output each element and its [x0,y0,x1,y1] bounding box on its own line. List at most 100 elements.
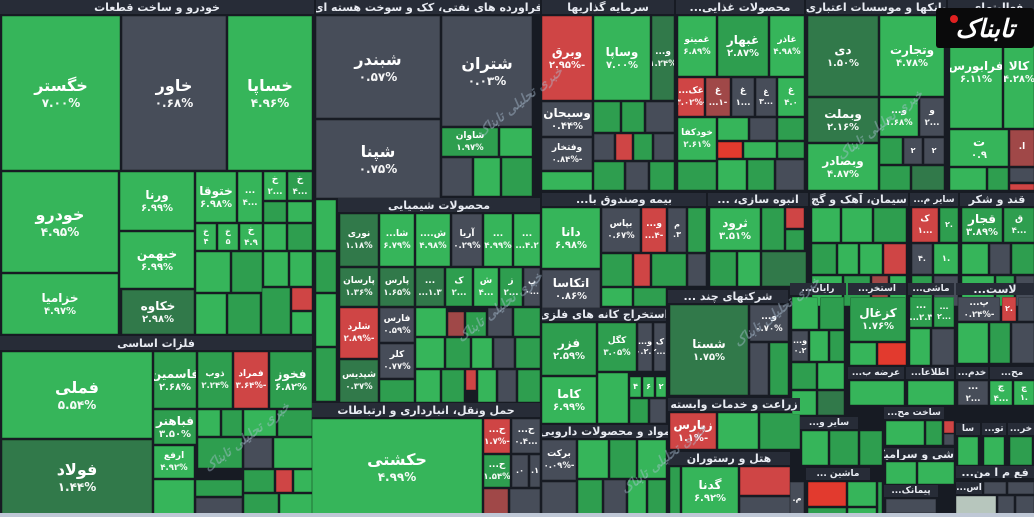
tile-pharma-5[interactable] [604,480,626,514]
tile-metals-22[interactable] [280,494,312,514]
tile-auto-20[interactable] [232,252,262,292]
tile-chem-6[interactable]: پارسان ۱.۳۶% [340,268,378,306]
tile-invest-15[interactable] [650,162,674,190]
sector-header-khar[interactable]: خر... [1008,423,1034,435]
tile-machinery-1[interactable]: ... ...۲ [934,297,954,327]
tile-chem-10[interactable]: ش ...۴ [474,268,498,306]
tile-banks-2[interactable]: وبصادر ۴.۸۷% [808,144,878,190]
tile-food-17[interactable] [748,160,774,190]
tile-pharma-4[interactable] [578,480,602,514]
tile-invest-14[interactable] [626,162,648,190]
tile-machines2-5[interactable] [878,482,882,515]
sector-header-ceramics[interactable]: کاشی و سرامیک [884,448,954,460]
tile-fin-activities-6[interactable] [1010,168,1034,182]
tile-metal-products-3[interactable] [944,434,954,445]
tile-food-2[interactable]: غاذر ۴.۹۸% [770,16,804,76]
tile-metals-16[interactable] [276,470,292,492]
tile-machines2-1[interactable] [808,482,846,506]
tile-multi-company-2[interactable] [750,343,768,395]
tile-food-3[interactable]: غک...-۳.۰۲% [678,78,704,116]
tile-oil-3[interactable]: شاوان ۱.۹۷% [442,128,498,156]
sector-header-as[interactable]: اس... [956,482,982,494]
tile-chem-8[interactable]: ... ۱.۳... [416,268,444,306]
tile-machinery-2[interactable] [910,329,930,365]
tile-sugar-0[interactable]: قجار ۳.۸۹% [962,208,1002,242]
tile-chem-20[interactable] [466,312,486,336]
sector-header-coal[interactable]: استخر... [848,283,906,295]
tile-machinery-0[interactable]: ... ۲.۳... [910,297,932,327]
tile-invest-9[interactable] [594,134,614,160]
tile-agriculture-2[interactable] [760,413,800,449]
tile-metals-19[interactable] [196,480,242,496]
tile-construction-6[interactable] [762,252,806,286]
tile-construction-1[interactable] [762,208,784,250]
tile-transport-3[interactable]: ح... ۱.۵۴% [484,455,510,487]
tile-auto-15[interactable] [264,224,286,250]
tile-insurance-4[interactable] [688,208,706,252]
tile-cement-6[interactable] [884,244,906,274]
tile-chem-11[interactable]: ز ...۲ [500,268,522,306]
tile-oil-4[interactable] [500,128,532,156]
tile-food-0[interactable]: غمینو ۶.۸۹% [678,16,716,76]
tile-metal-mining-3[interactable]: ک....۲ [654,323,666,371]
tile-fin-activities-4[interactable] [950,168,986,190]
tile-pharma-8[interactable] [542,482,576,514]
tile-auto-24[interactable] [228,294,260,334]
tile-oil-9[interactable] [316,252,336,292]
tile-rubber-2[interactable] [1018,297,1034,321]
tile-coal-0[interactable]: کزغال ۱.۷۶% [850,297,906,341]
tile-auto-2[interactable]: خساپا ۴.۹۶% [228,16,312,170]
tile-oil-0[interactable]: شبندر ۰.۵۷% [316,16,440,118]
tile-metal-products-0[interactable] [886,421,924,445]
tile-computer-5[interactable] [792,363,816,389]
tile-construction-4[interactable] [710,252,736,286]
tile-metals-12[interactable] [278,410,312,436]
tile-oil-5[interactable] [442,158,472,196]
tile-metals-21[interactable] [244,494,278,514]
tile-chem-18[interactable] [416,308,446,336]
tile-khar-0[interactable] [1010,437,1032,465]
sector-header-pharma[interactable]: مواد و محصولات دارویی [542,425,668,438]
tile-food-12[interactable] [778,118,804,140]
tile-banks-3[interactable]: وتجارت ۴.۷۸% [880,16,944,96]
tile-other-mines-0[interactable]: ک ...۱ [912,208,938,242]
tile-auto-7[interactable]: خ ...۲ [264,172,286,200]
tile-insurance-2[interactable]: و... -۴... [642,208,666,252]
sector-header-other-mines[interactable]: سایر م... [910,193,958,206]
sector-header-metal-products[interactable]: ساخت مح... [884,407,944,419]
tile-chem-32[interactable] [498,370,516,402]
tile-chem-26[interactable] [494,338,514,368]
tile-chem-2[interactable]: ش.... ۴.۹۸% [416,214,450,266]
tile-other-mines-3[interactable]: .۱ [934,244,958,274]
tile-food-16[interactable] [718,160,746,190]
tile-oil-10[interactable] [316,294,336,346]
tile-auto-9[interactable] [264,202,286,222]
tile-cement-1[interactable] [842,208,872,242]
tile-fin-activities-7[interactable] [1010,184,1034,190]
tile-auto-5[interactable]: ختوقا ۶.۹۸% [196,172,236,222]
tile-rubber-0[interactable]: پ... -۰.۲۴% [958,297,1000,321]
tile-chem-4[interactable]: ... ۴.۹۹% [484,214,512,266]
tile-transport-7[interactable] [510,489,540,515]
tile-auto-18[interactable]: خکاوه ۲.۹۸% [122,290,194,334]
tile-metals-3[interactable]: ذوب ۲.۲۴% [198,352,232,408]
tile-as-2[interactable] [956,496,996,514]
sector-header-rubber[interactable]: لاست... [956,283,1034,295]
tile-agriculture-0[interactable]: زپارس -۱.۱% [670,413,716,449]
tile-machines2-2[interactable] [848,482,876,506]
tile-insurance-11[interactable] [634,288,666,306]
tile-metal-mining-4[interactable]: کاما ۶.۹۹% [542,377,596,423]
tile-metals-5[interactable]: فخوز ۶.۸۲% [270,352,312,408]
tile-metals-0[interactable]: فملی ۵.۵۴% [2,352,152,438]
tile-hotel-0[interactable] [670,467,680,515]
tile-transport-0[interactable]: حکشتی ۴.۹۹% [312,419,482,515]
tile-chem-22[interactable] [514,308,540,336]
tile-metals-14[interactable] [274,438,312,468]
tile-computer-0[interactable] [792,297,818,329]
tile-coal-2[interactable] [878,343,906,365]
tile-insurance-9[interactable] [688,254,706,286]
tile-pharma-7[interactable] [648,480,666,514]
sector-header-multi-company[interactable]: شرکتهای چند ... [668,290,788,303]
sector-header-machinery[interactable]: ماشی... [908,283,954,295]
tile-banks-0[interactable]: دی ۱.۵۰% [808,16,878,96]
